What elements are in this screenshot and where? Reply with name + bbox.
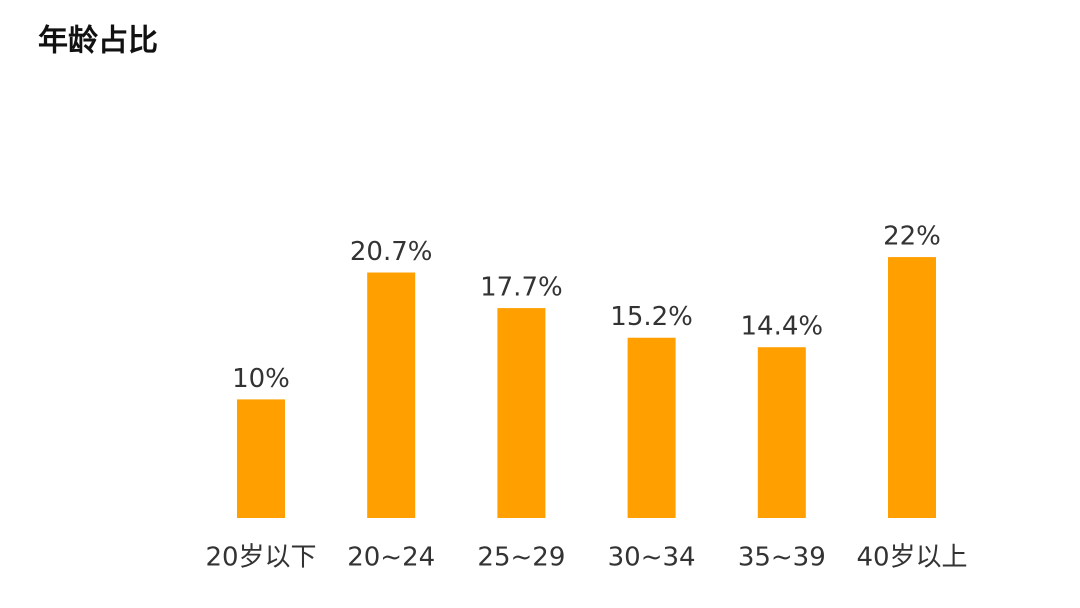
value-label: 14.4%	[740, 312, 823, 342]
x-tick-label: 20岁以下	[205, 543, 316, 573]
bar	[627, 337, 676, 518]
chart-title: 年龄占比	[38, 24, 158, 59]
value-label: 20.7%	[350, 237, 433, 267]
value-label: 17.7%	[480, 273, 563, 303]
x-tick-label: 35~39	[738, 543, 826, 573]
bar	[367, 272, 416, 518]
x-tick-label: 25~29	[477, 543, 565, 573]
value-label: 10%	[232, 364, 290, 394]
x-tick-label: 40岁以上	[856, 543, 967, 573]
value-label: 15.2%	[610, 302, 693, 332]
bar	[497, 308, 546, 518]
bar	[237, 399, 285, 518]
x-tick-label: 30~34	[608, 543, 696, 573]
value-label: 22%	[883, 222, 941, 252]
bar	[757, 347, 806, 518]
x-tick-label: 20~24	[347, 543, 435, 573]
bar	[888, 257, 936, 518]
